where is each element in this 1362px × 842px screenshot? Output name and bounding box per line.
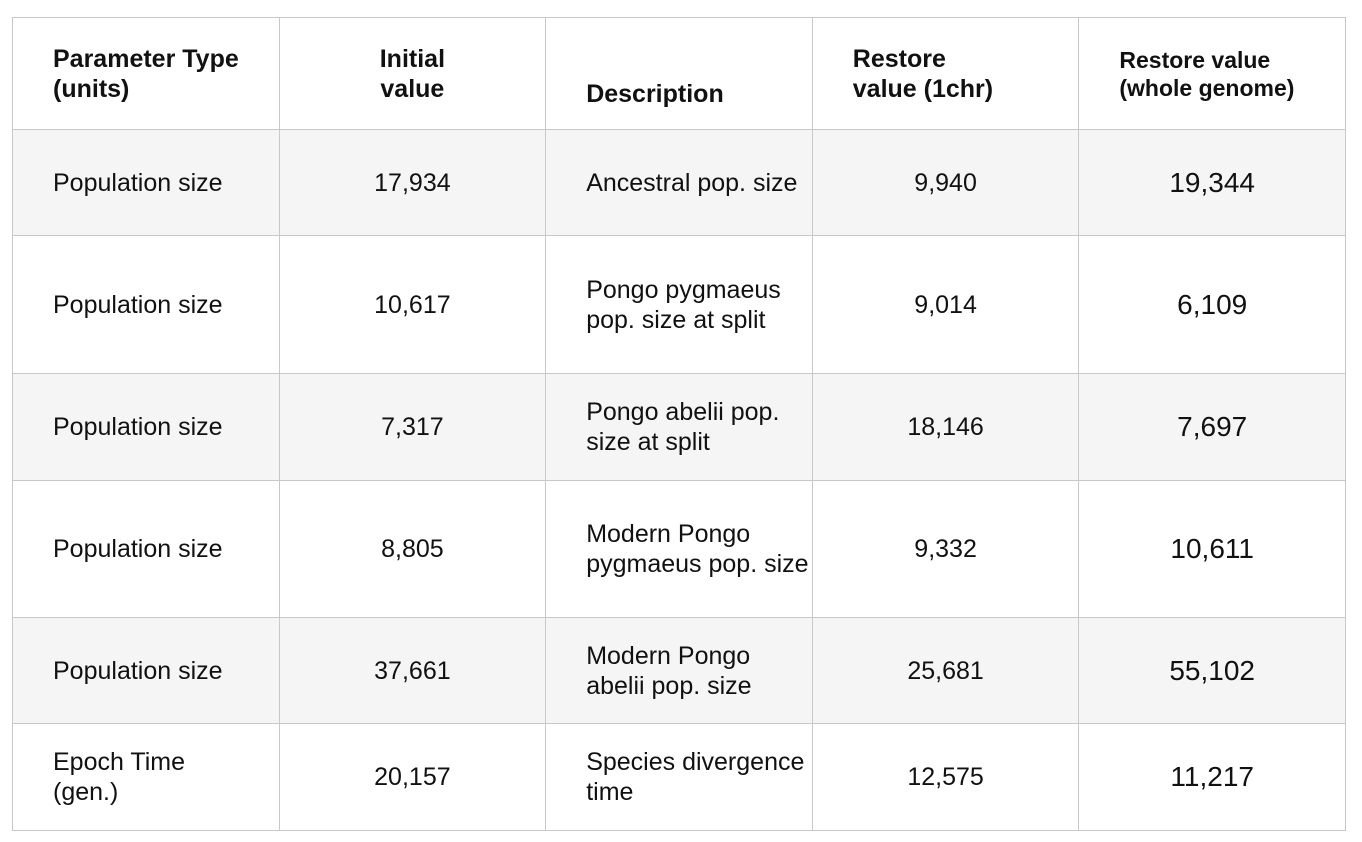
- description-cell: Species divergence time: [545, 723, 813, 831]
- header-line: value: [380, 74, 445, 103]
- cell-line: Population size: [53, 290, 223, 319]
- restore-1chr-cell: 12,575: [811, 723, 1080, 831]
- header-restore-whole-genome: Restore value (whole genome): [1078, 17, 1346, 130]
- header-parameter-type: Parameter Type (units): [12, 17, 280, 130]
- header-line: (whole genome): [1119, 74, 1295, 101]
- cell-line: Pongo pygmaeus: [586, 275, 781, 304]
- initial-value-cell: 17,934: [278, 129, 547, 236]
- cell-line: (gen.): [53, 778, 119, 806]
- header-initial-value: Initial value: [278, 17, 547, 130]
- restore-1chr-cell: 9,940: [811, 129, 1080, 236]
- table-header-row: Parameter Type (units) Initial value Descr…: [12, 17, 1346, 130]
- cell-line: Modern Pongo: [586, 520, 751, 548]
- header-line: value (1chr): [852, 74, 994, 103]
- cell-line: Modern Pongo: [586, 641, 751, 670]
- cell-line: Epoch Time: [53, 748, 186, 776]
- header-line: Restore value: [1119, 46, 1271, 73]
- cell-line: pop. size at split: [586, 305, 766, 334]
- initial-value-cell: 37,661: [278, 617, 547, 724]
- parameter-type-cell: Population size: [12, 373, 280, 481]
- table-row: Population size 10,617 Pongo pygmaeus pop…: [12, 235, 1346, 374]
- initial-value-cell: 8,805: [278, 480, 547, 618]
- table-row: Population size 8,805 Modern Pongo pygmae…: [12, 480, 1346, 618]
- table-row: Population size 37,661 Modern Pongo abeli…: [12, 617, 1346, 724]
- table-row: Population size 7,317 Pongo abelii pop. s…: [12, 373, 1346, 481]
- cell-line: Population size: [53, 413, 223, 441]
- initial-value-cell: 20,157: [278, 723, 547, 831]
- initial-value-cell: 10,617: [278, 235, 547, 374]
- description-cell: Modern Pongo pygmaeus pop. size: [545, 480, 813, 618]
- header-line: Parameter Type: [53, 44, 239, 73]
- cell-line: time: [586, 778, 634, 806]
- restore-whole-genome-cell: 11,217: [1078, 723, 1346, 831]
- parameter-table: Parameter Type (units) Initial value Descr…: [12, 17, 1346, 831]
- header-description: Description: [545, 17, 813, 130]
- restore-1chr-cell: 9,014: [811, 235, 1080, 374]
- cell-line: Population size: [53, 168, 223, 197]
- cell-line: size at split: [586, 428, 710, 456]
- cell-line: Ancestral pop. size: [586, 168, 798, 197]
- cell-line: pygmaeus pop. size: [586, 550, 809, 578]
- description-cell: Ancestral pop. size: [545, 129, 813, 236]
- cell-line: Population size: [53, 656, 223, 685]
- description-cell: Pongo pygmaeus pop. size at split: [545, 235, 813, 374]
- header-line: Restore: [852, 44, 946, 73]
- parameter-type-cell: Population size: [12, 617, 280, 724]
- parameter-type-cell: Population size: [12, 480, 280, 618]
- restore-whole-genome-cell: 55,102: [1078, 617, 1346, 724]
- cell-line: Species divergence: [586, 748, 805, 776]
- restore-whole-genome-cell: 19,344: [1078, 129, 1346, 236]
- restore-1chr-cell: 25,681: [811, 617, 1080, 724]
- header-line: Description: [586, 80, 724, 108]
- restore-whole-genome-cell: 6,109: [1078, 235, 1346, 374]
- table-row: Population size 17,934 Ancestral pop. si…: [12, 129, 1346, 236]
- initial-value-cell: 7,317: [278, 373, 547, 481]
- restore-whole-genome-cell: 10,611: [1078, 480, 1346, 618]
- parameter-type-cell: Epoch Time (gen.): [12, 723, 280, 831]
- parameter-type-cell: Population size: [12, 129, 280, 236]
- description-cell: Modern Pongo abelii pop. size: [545, 617, 813, 724]
- cell-line: Population size: [53, 535, 223, 563]
- parameter-type-cell: Population size: [12, 235, 280, 374]
- table-row: Epoch Time (gen.) 20,157 Species divergen…: [12, 723, 1346, 831]
- header-restore-1chr: Restore value (1chr): [811, 17, 1080, 130]
- cell-line: Pongo abelii pop.: [586, 398, 780, 426]
- restore-1chr-cell: 18,146: [811, 373, 1080, 481]
- header-line: Initial: [379, 44, 446, 73]
- restore-1chr-cell: 9,332: [811, 480, 1080, 618]
- description-cell: Pongo abelii pop. size at split: [545, 373, 813, 481]
- restore-whole-genome-cell: 7,697: [1078, 373, 1346, 481]
- header-line: (units): [53, 74, 130, 103]
- cell-line: abelii pop. size: [586, 671, 752, 700]
